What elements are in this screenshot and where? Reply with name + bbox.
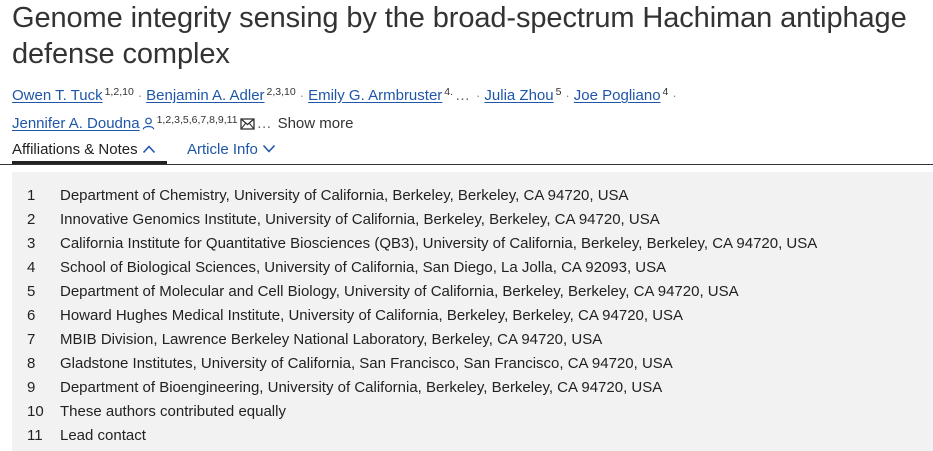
tab-affiliations-notes[interactable]: Affiliations & Notes	[12, 139, 156, 161]
author-link[interactable]: Emily G. Armbruster	[308, 87, 443, 104]
author-link[interactable]: Julia Zhou	[484, 87, 554, 104]
affiliation-text: MBIB Division, Lawrence Berkeley Nationa…	[60, 331, 603, 348]
mail-icon[interactable]	[239, 114, 255, 138]
tab-bar: Affiliations & Notes Article Info	[0, 137, 933, 165]
affiliation-text: Lead contact	[60, 427, 146, 444]
affiliation-number: 5	[27, 283, 36, 300]
author-separator: ·	[137, 88, 143, 103]
affiliation-number: 8	[27, 355, 36, 372]
affiliation-text: These authors contributed equally	[60, 403, 286, 420]
affiliation-number: 1	[27, 187, 36, 204]
author-affiliation-sup: 1,2,10	[104, 86, 134, 98]
author-affiliation-sup: 2,3,10	[266, 86, 296, 98]
affiliation-number: 11	[27, 427, 43, 444]
chevron-up-icon	[142, 139, 156, 161]
author-separator: ·	[299, 88, 305, 103]
author-link[interactable]: Joe Pogliano	[573, 87, 661, 104]
affiliation-text: School of Biological Sciences, Universit…	[60, 259, 667, 276]
tab-article-info-label: Article Info	[187, 141, 258, 158]
affiliation-number: 2	[27, 211, 36, 228]
author-affiliation-sup: 4.	[444, 86, 454, 98]
tab-article-info[interactable]: Article Info	[187, 139, 276, 161]
affiliation-number: 10	[27, 403, 44, 420]
affiliation-text: Department of Molecular and Cell Biology…	[60, 283, 739, 300]
affiliation-text: Innovative Genomics Institute, Universit…	[60, 211, 660, 228]
author-affiliation-sup: 5	[555, 86, 562, 98]
author-link[interactable]: Jennifer A. Doudna	[12, 115, 140, 132]
authors-ellipsis[interactable]: …	[455, 87, 471, 104]
affiliation-number: 6	[27, 307, 36, 324]
affiliation-text: California Institute for Quantitative Bi…	[60, 235, 818, 252]
affiliation-number: 4	[27, 259, 36, 276]
affiliations-panel: 1 Department of Chemistry, University of …	[12, 172, 933, 451]
affiliation-text: Gladstone Institutes, University of Cali…	[60, 355, 673, 372]
author-list: Owen T. Tuck 1,2,10 · Benjamin A. Adler 2,3,…	[12, 80, 927, 138]
author-link[interactable]: Benjamin A. Adler	[146, 87, 265, 104]
author-link[interactable]: Owen T. Tuck	[12, 87, 103, 104]
author-separator: ·	[672, 88, 677, 103]
author-line-1: Owen T. Tuck 1,2,10 · Benjamin A. Adler 2,3,…	[12, 80, 927, 108]
author-affiliation-sup: 4	[662, 86, 669, 98]
author-separator: ·	[565, 88, 570, 103]
active-tab-indicator	[12, 161, 167, 164]
affiliation-text: Department of Chemistry, University of C…	[60, 187, 629, 204]
authors-ellipsis-2: …	[256, 115, 272, 132]
affiliation-number: 7	[27, 331, 36, 348]
affiliation-number: 9	[27, 379, 36, 396]
person-icon	[142, 114, 155, 138]
affiliation-text: Department of Bioengineering, University…	[60, 379, 663, 396]
affiliation-text: Howard Hughes Medical Institute, Univers…	[60, 307, 684, 324]
tab-affiliations-label: Affiliations & Notes	[12, 141, 138, 158]
author-line-2: Jennifer A. Doudna 1,2,3,5,6,7,8,9,11 … Sho…	[12, 108, 927, 138]
article-title: Genome integrity sensing by the broad-sp…	[12, 2, 907, 70]
show-more-button[interactable]: Show more	[277, 115, 354, 132]
chevron-down-icon	[262, 139, 276, 161]
affiliation-number: 3	[27, 235, 36, 252]
author-affiliation-sup: 1,2,3,5,6,7,8,9,11	[156, 114, 238, 126]
author-separator: ·	[476, 88, 481, 103]
